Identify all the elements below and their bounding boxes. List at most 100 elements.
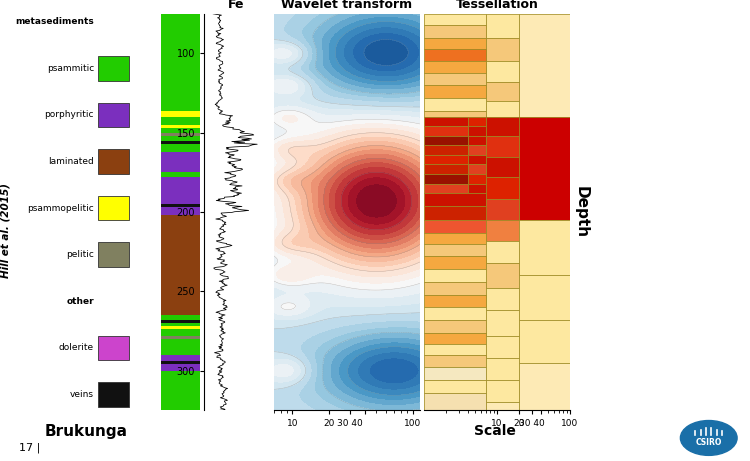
Bar <box>98 242 129 267</box>
Bar <box>468 117 485 126</box>
Bar <box>161 336 200 339</box>
Bar <box>161 14 200 111</box>
Bar <box>424 49 485 61</box>
Bar <box>485 177 519 199</box>
Bar <box>485 288 519 310</box>
Bar <box>161 215 200 315</box>
Bar <box>424 85 485 98</box>
Bar <box>424 393 485 410</box>
Bar <box>424 155 468 165</box>
Bar <box>485 82 519 101</box>
Bar <box>424 111 485 117</box>
Bar <box>424 98 485 111</box>
Bar <box>424 61 485 72</box>
Bar <box>485 117 519 136</box>
Bar <box>424 174 468 183</box>
Text: CSIRO: CSIRO <box>695 438 722 448</box>
Title: Fe: Fe <box>228 0 244 11</box>
Bar <box>161 177 200 204</box>
Text: metasediments: metasediments <box>15 17 94 26</box>
Bar <box>161 364 200 371</box>
Bar <box>519 363 570 410</box>
Bar <box>161 125 200 128</box>
Bar <box>161 117 200 125</box>
Bar <box>468 183 485 193</box>
Bar <box>424 269 485 282</box>
Bar <box>424 220 485 233</box>
Text: 17 |: 17 | <box>19 443 40 453</box>
Bar <box>424 380 485 393</box>
Bar <box>161 330 200 336</box>
Bar <box>485 241 519 263</box>
Bar <box>161 315 200 320</box>
Bar <box>424 344 485 355</box>
Bar <box>468 165 485 174</box>
Bar <box>424 72 485 85</box>
Text: Scale: Scale <box>474 424 516 438</box>
Bar <box>485 61 519 82</box>
Bar <box>424 282 485 295</box>
Bar <box>424 146 468 155</box>
Bar <box>519 220 570 276</box>
Bar <box>161 172 200 177</box>
Bar <box>424 367 485 380</box>
Bar <box>98 56 129 81</box>
Bar <box>161 323 200 326</box>
Text: porphyritic: porphyritic <box>44 111 94 119</box>
Bar <box>485 136 519 157</box>
Bar <box>424 14 485 25</box>
Bar <box>468 174 485 183</box>
Bar <box>161 144 200 152</box>
Bar <box>161 207 200 215</box>
Bar <box>424 183 468 193</box>
Bar <box>424 136 468 146</box>
Bar <box>485 310 519 336</box>
Title: Tessellation: Tessellation <box>455 0 538 11</box>
Bar <box>98 336 129 360</box>
Bar <box>485 101 519 117</box>
Bar <box>161 204 200 207</box>
Bar <box>485 358 519 380</box>
Bar <box>424 38 485 49</box>
Bar <box>161 136 200 141</box>
Text: psammitic: psammitic <box>46 64 94 73</box>
Bar <box>519 320 570 363</box>
Text: Brukunga: Brukunga <box>45 424 128 438</box>
Text: dolerite: dolerite <box>59 343 94 352</box>
Bar <box>485 263 519 288</box>
Bar <box>468 136 485 146</box>
Bar <box>485 199 519 220</box>
Text: laminated: laminated <box>48 157 94 166</box>
Bar <box>98 196 129 220</box>
Bar <box>424 165 468 174</box>
Bar <box>161 355 200 361</box>
Bar <box>161 326 200 330</box>
Bar <box>519 276 570 320</box>
Bar <box>161 371 200 410</box>
Bar <box>485 220 519 241</box>
Circle shape <box>680 420 737 455</box>
Bar <box>519 14 570 117</box>
Text: pelitic: pelitic <box>66 250 94 259</box>
Text: psammopelitic: psammopelitic <box>27 204 94 213</box>
Bar <box>424 307 485 320</box>
Bar <box>468 126 485 136</box>
Bar <box>468 155 485 165</box>
Bar <box>161 111 200 117</box>
Bar <box>424 355 485 367</box>
Bar <box>161 141 200 144</box>
Bar <box>424 126 468 136</box>
Text: other: other <box>67 297 94 306</box>
Bar <box>161 152 200 172</box>
Bar <box>424 206 485 220</box>
Bar <box>424 320 485 332</box>
Text: Hill et al. (2015): Hill et al. (2015) <box>1 183 11 278</box>
Bar <box>161 128 200 133</box>
Bar <box>424 256 485 269</box>
Bar <box>485 380 519 402</box>
Bar <box>424 25 485 38</box>
Bar <box>98 149 129 174</box>
Text: veins: veins <box>70 390 94 399</box>
Text: Depth: Depth <box>574 186 589 238</box>
Bar <box>485 402 519 410</box>
